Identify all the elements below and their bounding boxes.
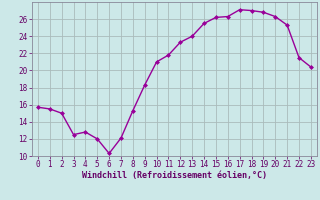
X-axis label: Windchill (Refroidissement éolien,°C): Windchill (Refroidissement éolien,°C) [82, 171, 267, 180]
